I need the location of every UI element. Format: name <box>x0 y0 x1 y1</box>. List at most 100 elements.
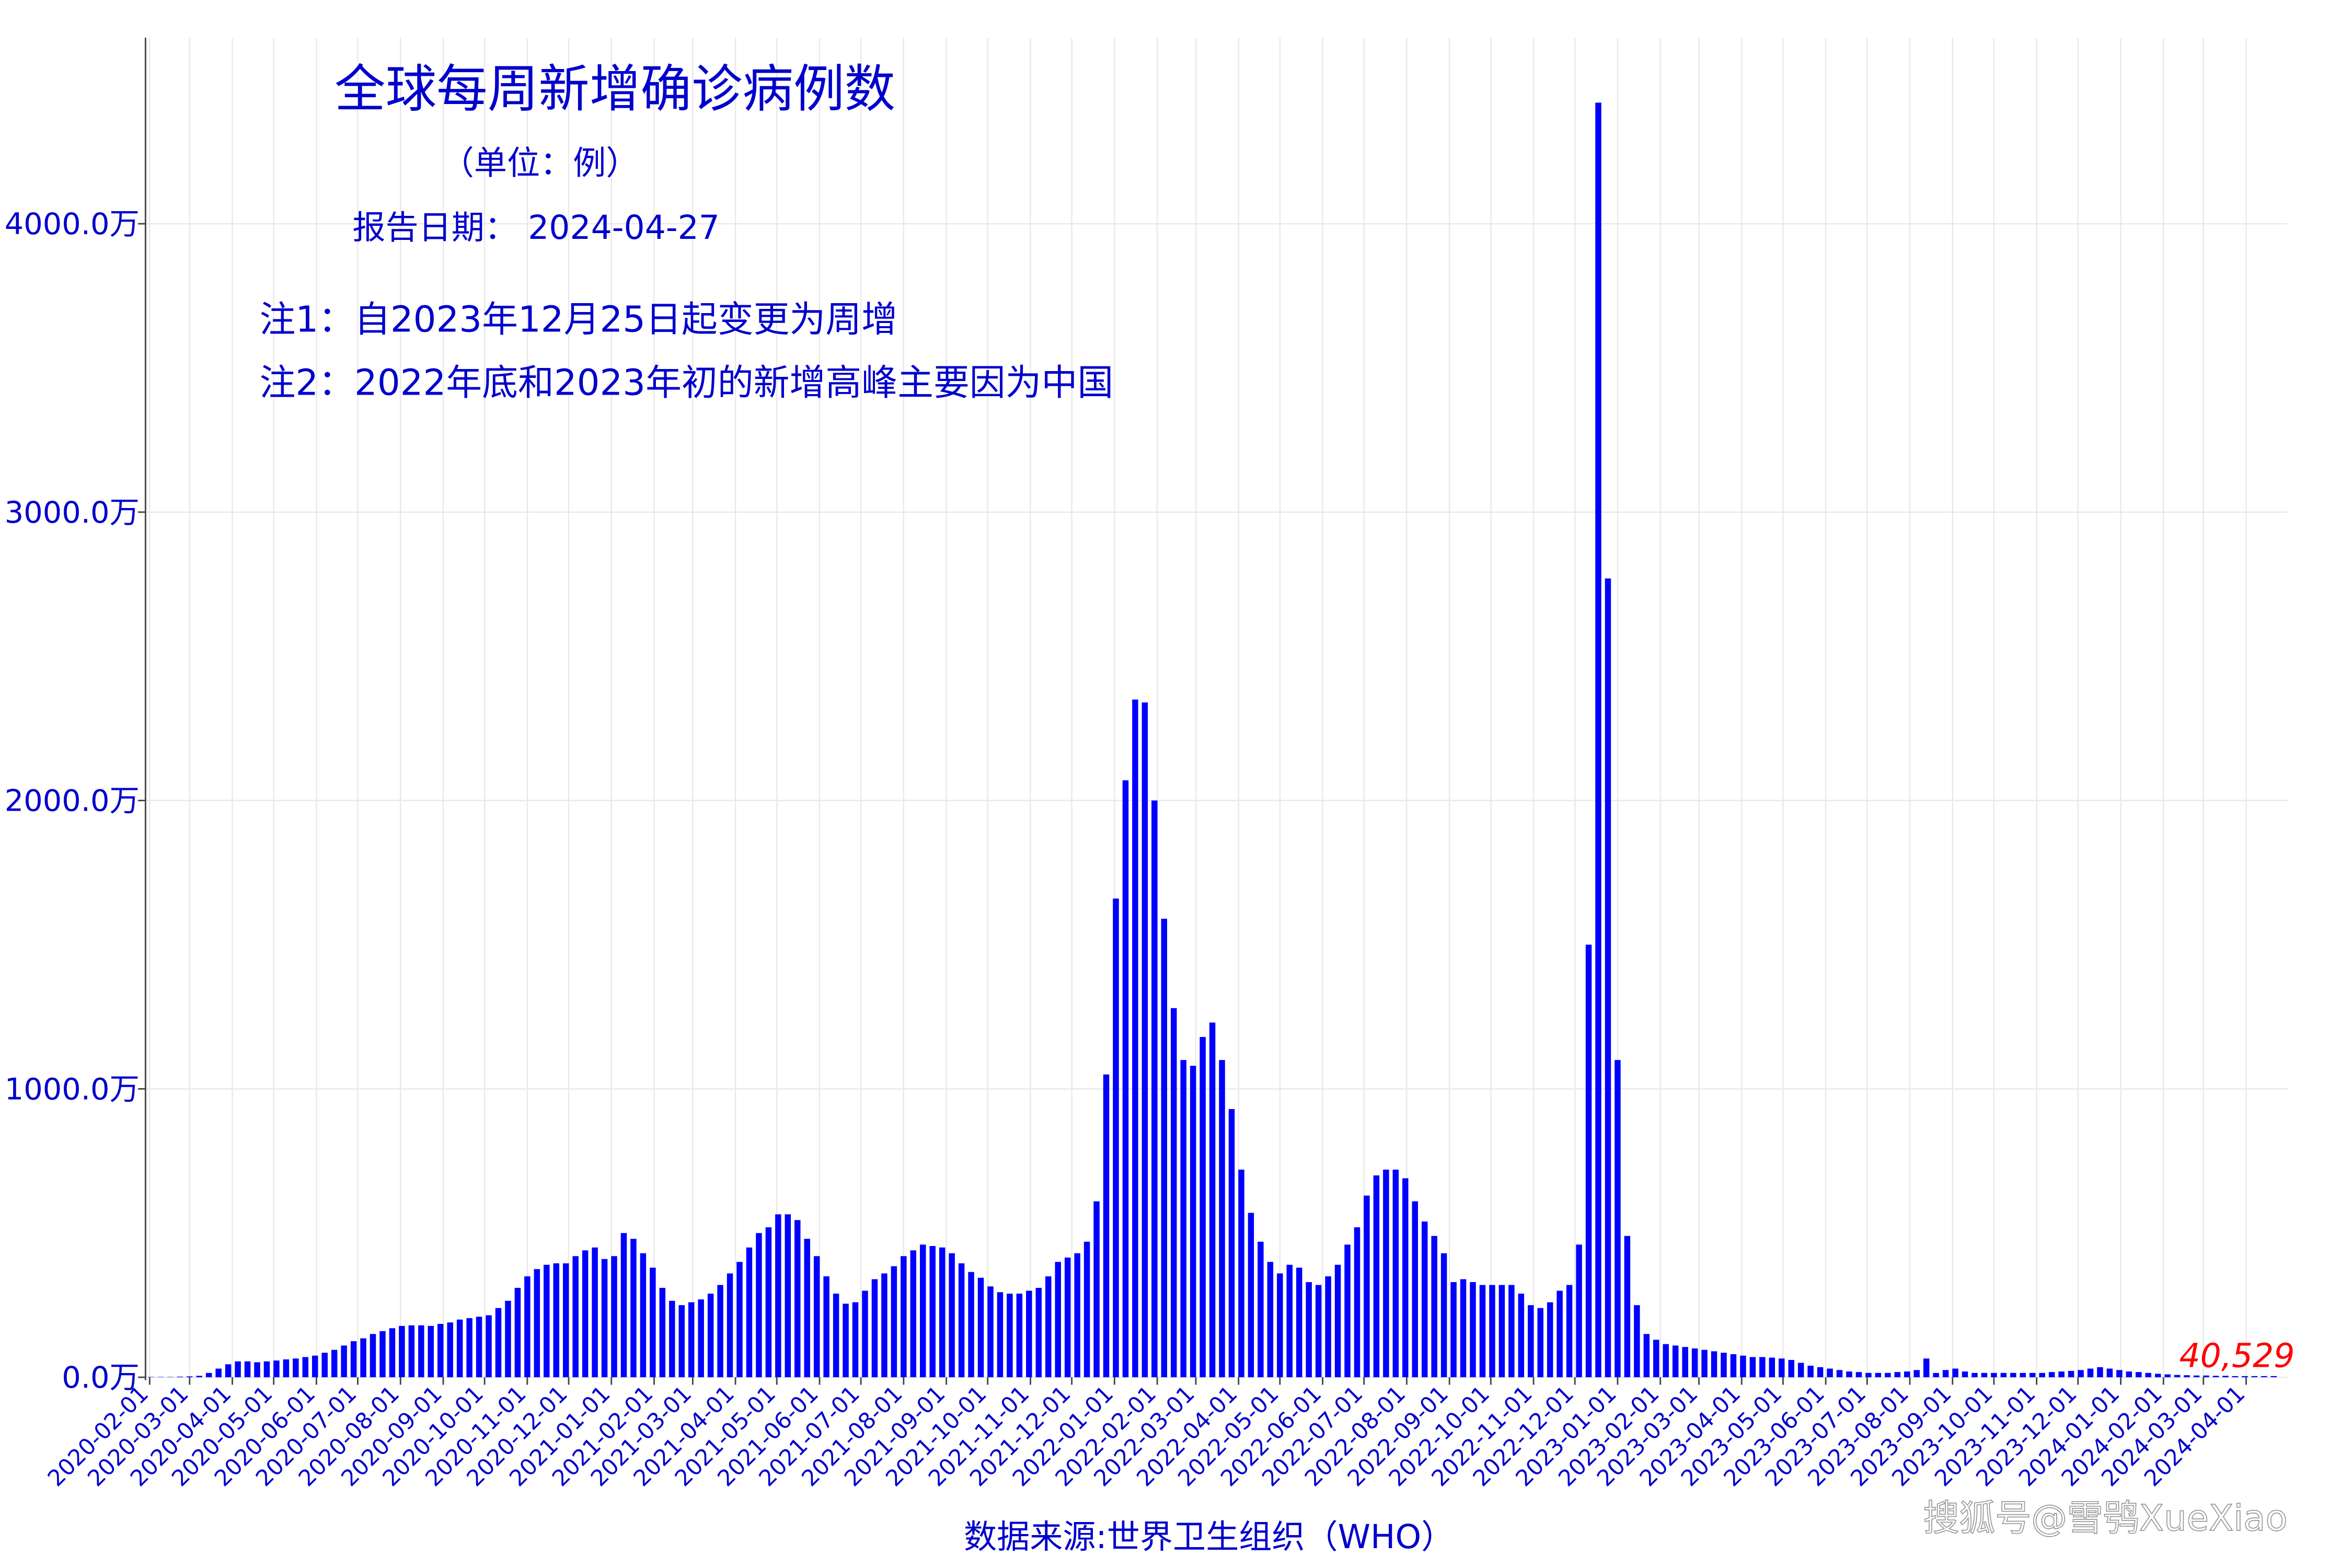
bar <box>1759 1357 1766 1378</box>
bar <box>1093 1201 1100 1378</box>
bar <box>302 1357 309 1378</box>
bar <box>1016 1294 1023 1378</box>
bar <box>379 1331 386 1378</box>
bar <box>1180 1060 1186 1378</box>
bar <box>1691 1348 1698 1378</box>
bar <box>1267 1262 1274 1378</box>
bar <box>1286 1264 1293 1378</box>
chart-subtitle: （单位：例） <box>441 143 639 182</box>
bar <box>1113 898 1119 1378</box>
bar <box>1026 1290 1032 1378</box>
bar <box>1258 1241 1264 1378</box>
bar <box>2154 1374 2161 1378</box>
bar <box>1142 702 1148 1378</box>
bar <box>1103 1074 1110 1378</box>
bar <box>495 1308 502 1378</box>
bar <box>1971 1373 1978 1378</box>
bar <box>977 1277 984 1378</box>
bar <box>688 1302 695 1378</box>
bar <box>765 1227 772 1378</box>
bar <box>2058 1371 2065 1378</box>
bar <box>2203 1375 2209 1378</box>
bar <box>572 1256 579 1378</box>
bar <box>1421 1221 1428 1378</box>
bar <box>399 1325 405 1378</box>
bar <box>582 1250 589 1378</box>
bar <box>620 1233 627 1378</box>
bar <box>476 1317 482 1378</box>
x-axis-label: 数据来源:世界卫生组织（WHO） <box>964 1517 1454 1556</box>
bar <box>601 1259 608 1378</box>
bar <box>707 1294 714 1378</box>
bar <box>717 1285 723 1378</box>
bar <box>263 1361 270 1378</box>
bar <box>447 1322 453 1378</box>
bar <box>871 1279 878 1378</box>
bar <box>2193 1375 2200 1378</box>
bar <box>341 1345 347 1378</box>
bar <box>968 1272 974 1378</box>
grid <box>145 38 2288 1378</box>
value-label: 40,529 <box>2180 1336 2295 1375</box>
bar <box>254 1362 260 1378</box>
bar <box>1730 1354 1737 1378</box>
bar <box>2184 1375 2190 1378</box>
bar <box>1325 1276 1331 1378</box>
bar <box>1064 1258 1071 1378</box>
bar <box>524 1276 531 1378</box>
bar <box>1749 1357 1756 1378</box>
bar <box>389 1328 396 1378</box>
bar <box>813 1256 820 1378</box>
bar <box>1643 1334 1650 1378</box>
bar <box>1817 1367 1824 1378</box>
bar <box>1219 1060 1225 1378</box>
bar <box>1354 1227 1361 1378</box>
bar <box>408 1325 415 1378</box>
bar <box>1479 1285 1486 1378</box>
bar <box>312 1355 318 1378</box>
bar <box>1865 1373 1872 1378</box>
bar <box>1807 1365 1814 1378</box>
bar <box>505 1300 511 1378</box>
bar <box>205 1373 212 1378</box>
note: 注1：自2023年12月25日起变更为周增 <box>259 299 897 341</box>
bar <box>1334 1264 1341 1378</box>
bar <box>1315 1285 1322 1378</box>
bar <box>843 1304 849 1378</box>
bar <box>1701 1350 1708 1378</box>
bar <box>1412 1201 1418 1378</box>
bar <box>331 1350 338 1378</box>
bar <box>1663 1344 1669 1378</box>
bar <box>1624 1236 1631 1378</box>
bar <box>2010 1373 2016 1378</box>
bar <box>611 1256 617 1378</box>
bar <box>486 1315 492 1378</box>
bar <box>534 1269 540 1378</box>
bar <box>785 1214 791 1378</box>
bar <box>273 1361 280 1378</box>
bar <box>1981 1373 1988 1378</box>
bar <box>1200 1036 1206 1378</box>
bar <box>920 1244 926 1378</box>
bar <box>2097 1367 2103 1378</box>
bar <box>2020 1373 2026 1378</box>
bar <box>2261 1376 2267 1378</box>
bar <box>1344 1244 1351 1378</box>
bar <box>1450 1282 1457 1378</box>
bar <box>1007 1294 1013 1378</box>
bar <box>746 1247 753 1378</box>
bar <box>592 1247 598 1378</box>
bar <box>949 1253 955 1378</box>
bar <box>630 1239 637 1378</box>
bar <box>1547 1302 1553 1378</box>
bar <box>794 1220 801 1378</box>
bar <box>2212 1376 2219 1378</box>
bar <box>1489 1285 1495 1378</box>
bar <box>2068 1370 2074 1378</box>
bar <box>1045 1276 1052 1378</box>
y-tick-label: 1000.0万 <box>5 1071 140 1106</box>
bar <box>1518 1294 1525 1378</box>
watermark: 搜狐号@雪鸮XueXiao <box>1923 1497 2288 1539</box>
bar <box>2087 1368 2094 1378</box>
